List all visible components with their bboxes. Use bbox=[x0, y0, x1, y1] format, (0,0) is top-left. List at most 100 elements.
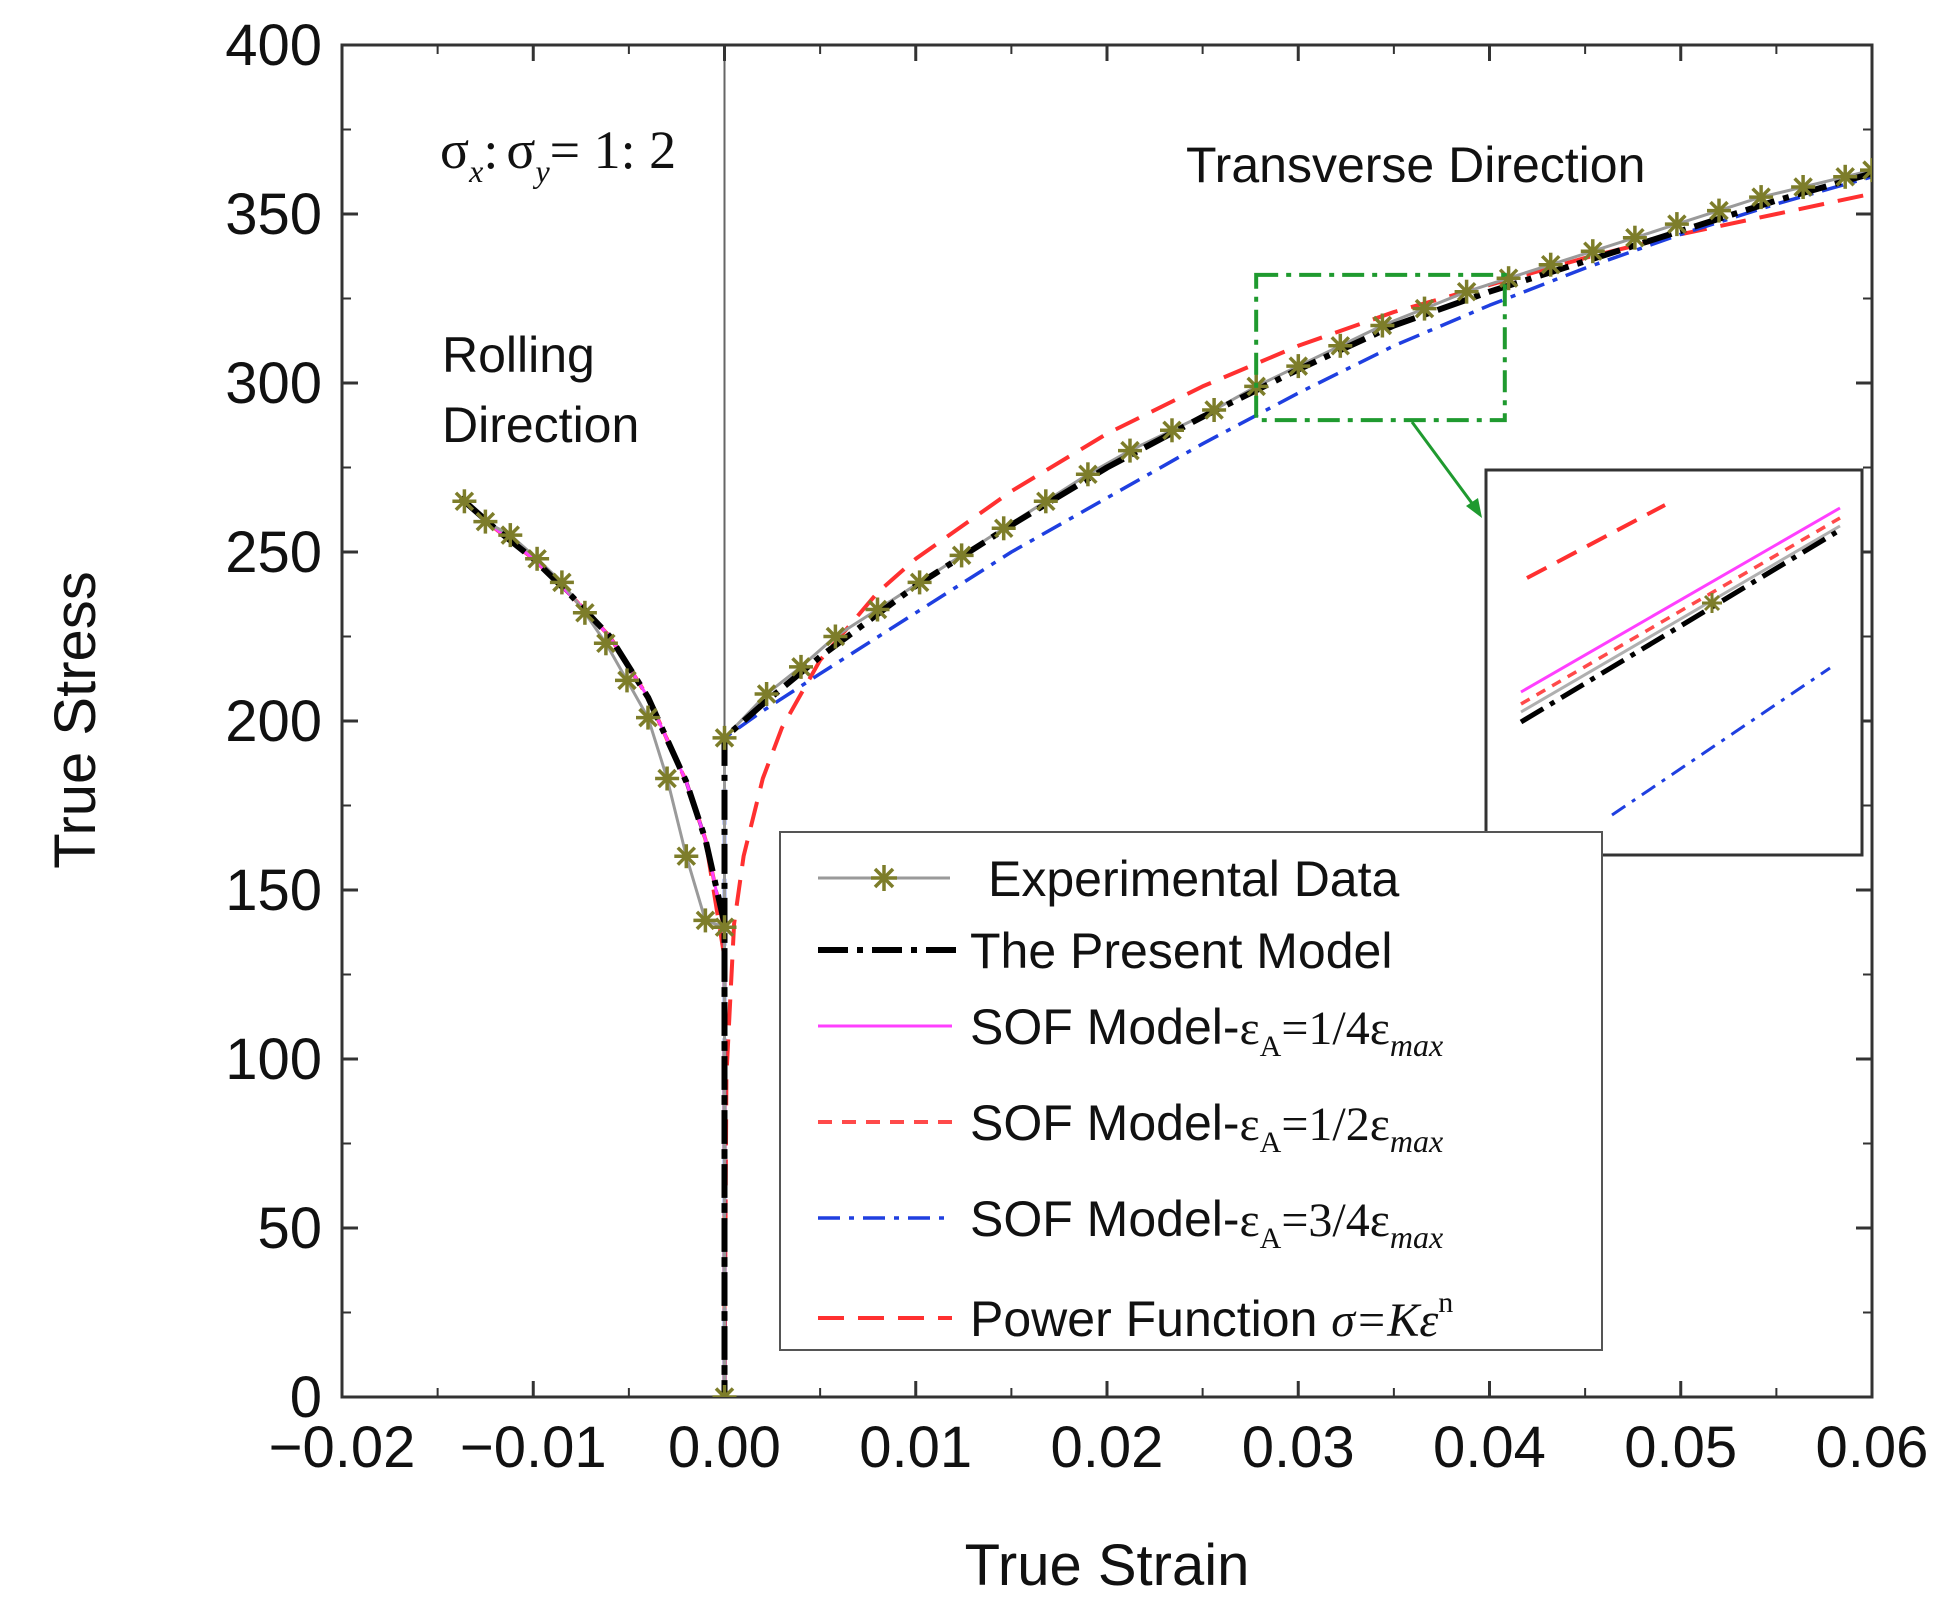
x-tick-label: 0.04 bbox=[1433, 1415, 1546, 1480]
transverse-direction-label: Transverse Direction bbox=[1186, 137, 1645, 193]
experimental-data-point bbox=[1118, 438, 1142, 463]
ratio-sub-x: x bbox=[468, 153, 483, 189]
rolling-direction-label-line1: Rolling bbox=[442, 327, 595, 383]
power-prefix: Power Function bbox=[970, 1291, 1331, 1347]
x-tick-label: 0.03 bbox=[1242, 1415, 1355, 1480]
inset-sof-three-quarter-line bbox=[1611, 666, 1831, 817]
inset-power-function-line bbox=[1526, 503, 1666, 580]
x-axis-ticks: −0.02 −0.01 0.00 0.01 0.02 0.03 0.04 0.05 0.06 bbox=[269, 45, 1929, 1480]
experimental-data-point bbox=[498, 523, 523, 548]
sof-three-quarter-eps2: ε bbox=[1370, 1194, 1390, 1247]
legend-item-power-function: Power Function σ=Kεn bbox=[818, 1286, 1453, 1347]
y-tick-label: 0 bbox=[290, 1365, 322, 1430]
y-axis-title: True Stress bbox=[43, 571, 108, 869]
zoom-inset bbox=[1484, 468, 1864, 857]
sof-three-quarter-sub2: max bbox=[1390, 1219, 1443, 1255]
legend-label-power-function: Power Function σ=Kεn bbox=[970, 1286, 1453, 1347]
sof-quarter-eps: ε bbox=[1240, 1002, 1260, 1055]
experimental-data-point bbox=[1033, 489, 1058, 514]
ratio-sigma-y: σ bbox=[506, 120, 535, 180]
experimental-data-point bbox=[593, 631, 618, 656]
x-tick-label: −0.01 bbox=[460, 1415, 607, 1480]
rolling-direction-label-line2: Direction bbox=[442, 397, 639, 453]
experimental-data-point bbox=[674, 844, 699, 869]
experimental-data-point bbox=[789, 654, 813, 679]
legend-label-sof-half: SOF Model-εA=1/2εmax bbox=[970, 1095, 1443, 1159]
legend-item-sof-half: SOF Model-εA=1/2εmax bbox=[818, 1095, 1443, 1159]
sof-half-prefix: SOF Model- bbox=[970, 1095, 1240, 1151]
experimental-data-point bbox=[1412, 296, 1437, 321]
experimental-data-point bbox=[712, 725, 737, 750]
y-tick-label: 350 bbox=[225, 182, 322, 247]
legend-label-sof-three-quarter: SOF Model-εA=3/4εmax bbox=[970, 1191, 1443, 1255]
experimental-data-point bbox=[823, 624, 848, 649]
stress-ratio-annotation: σx: σy= 1: 2 bbox=[440, 120, 676, 189]
x-tick-label: 0.00 bbox=[668, 1415, 781, 1480]
inset-sof-half-line bbox=[1520, 516, 1841, 706]
sof-three-quarter-mid: =3/4 bbox=[1281, 1194, 1369, 1247]
experimental-data-point bbox=[1454, 279, 1479, 304]
experimental-data-point bbox=[572, 600, 597, 625]
experimental-data-point bbox=[452, 489, 477, 514]
x-tick-label: 0.05 bbox=[1624, 1415, 1737, 1480]
experimental-data-point bbox=[1370, 313, 1395, 338]
experimental-data-point bbox=[1833, 164, 1858, 189]
ratio-sub-y: y bbox=[532, 153, 550, 189]
experimental-data-point bbox=[1286, 354, 1311, 379]
ratio-sigma-x: σ bbox=[440, 120, 469, 180]
x-tick-label: 0.02 bbox=[1051, 1415, 1164, 1480]
experimental-data-point bbox=[1664, 212, 1689, 237]
experimental-data-point bbox=[865, 597, 890, 622]
sof-quarter-prefix: SOF Model- bbox=[970, 999, 1240, 1055]
sof-quarter-sub2: max bbox=[1390, 1027, 1443, 1063]
y-tick-label: 300 bbox=[225, 351, 322, 416]
inset-experimental-line bbox=[1520, 524, 1841, 714]
x-tick-label: 0.06 bbox=[1816, 1415, 1929, 1480]
inset-present-model-line bbox=[1519, 527, 1842, 725]
experimental-data-point bbox=[949, 543, 974, 568]
inset-frame bbox=[1484, 468, 1864, 857]
experimental-data-point bbox=[1860, 158, 1872, 183]
experimental-data-point bbox=[712, 915, 737, 940]
experimental-data-point bbox=[1075, 462, 1100, 487]
experimental-data-point bbox=[1496, 266, 1521, 291]
experimental-data-point bbox=[712, 1385, 737, 1397]
x-tick-label: −0.02 bbox=[269, 1415, 416, 1480]
sof-half-sub: A bbox=[1260, 1126, 1282, 1159]
experimental-data-point bbox=[1328, 333, 1353, 358]
legend-label-sof-quarter: SOF Model-εA=1/4εmax bbox=[970, 999, 1443, 1063]
experimental-data-point bbox=[1749, 185, 1774, 210]
legend: Experimental Data The Present Model SOF … bbox=[779, 831, 1603, 1351]
sof-three-quarter-prefix: SOF Model- bbox=[970, 1191, 1240, 1247]
experimental-data-point bbox=[1580, 239, 1605, 264]
zoom-arrow-line bbox=[1410, 421, 1479, 511]
y-tick-label: 200 bbox=[225, 689, 322, 754]
legend-star-marker bbox=[871, 865, 897, 891]
y-tick-label: 150 bbox=[225, 858, 322, 923]
experimental-data-point bbox=[991, 516, 1016, 541]
y-axis-ticks: 0 50 100 150 200 250 300 350 400 bbox=[225, 13, 1872, 1430]
y-tick-label: 400 bbox=[225, 13, 322, 78]
y-tick-label: 50 bbox=[257, 1196, 322, 1261]
sof-quarter-mid: =1/4 bbox=[1281, 1002, 1369, 1055]
zoom-region-box bbox=[1254, 272, 1507, 423]
inset-sof-quarter-line bbox=[1520, 506, 1841, 694]
power-sup: n bbox=[1438, 1286, 1453, 1319]
zoom-arrow-head bbox=[1466, 498, 1482, 518]
legend-label-experimental: Experimental Data bbox=[988, 851, 1399, 907]
x-tick-label: 0.01 bbox=[859, 1415, 972, 1480]
legend-box bbox=[779, 831, 1603, 1351]
inset-experimental-marker bbox=[1702, 593, 1722, 613]
experimental-data-point bbox=[1160, 418, 1184, 443]
experimental-data-point bbox=[636, 705, 660, 730]
experimental-data-point bbox=[615, 668, 639, 693]
ratio-colon: : bbox=[483, 120, 498, 180]
sof-three-quarter-sub: A bbox=[1260, 1222, 1282, 1255]
legend-item-sof-three-quarter: SOF Model-εA=3/4εmax bbox=[818, 1191, 1443, 1255]
power-formula: σ=Kε bbox=[1331, 1294, 1438, 1347]
ratio-equals: = 1: 2 bbox=[550, 120, 676, 180]
experimental-data-point bbox=[1538, 252, 1563, 277]
experimental-data-point bbox=[473, 509, 498, 534]
experimental-data-point bbox=[525, 546, 550, 571]
